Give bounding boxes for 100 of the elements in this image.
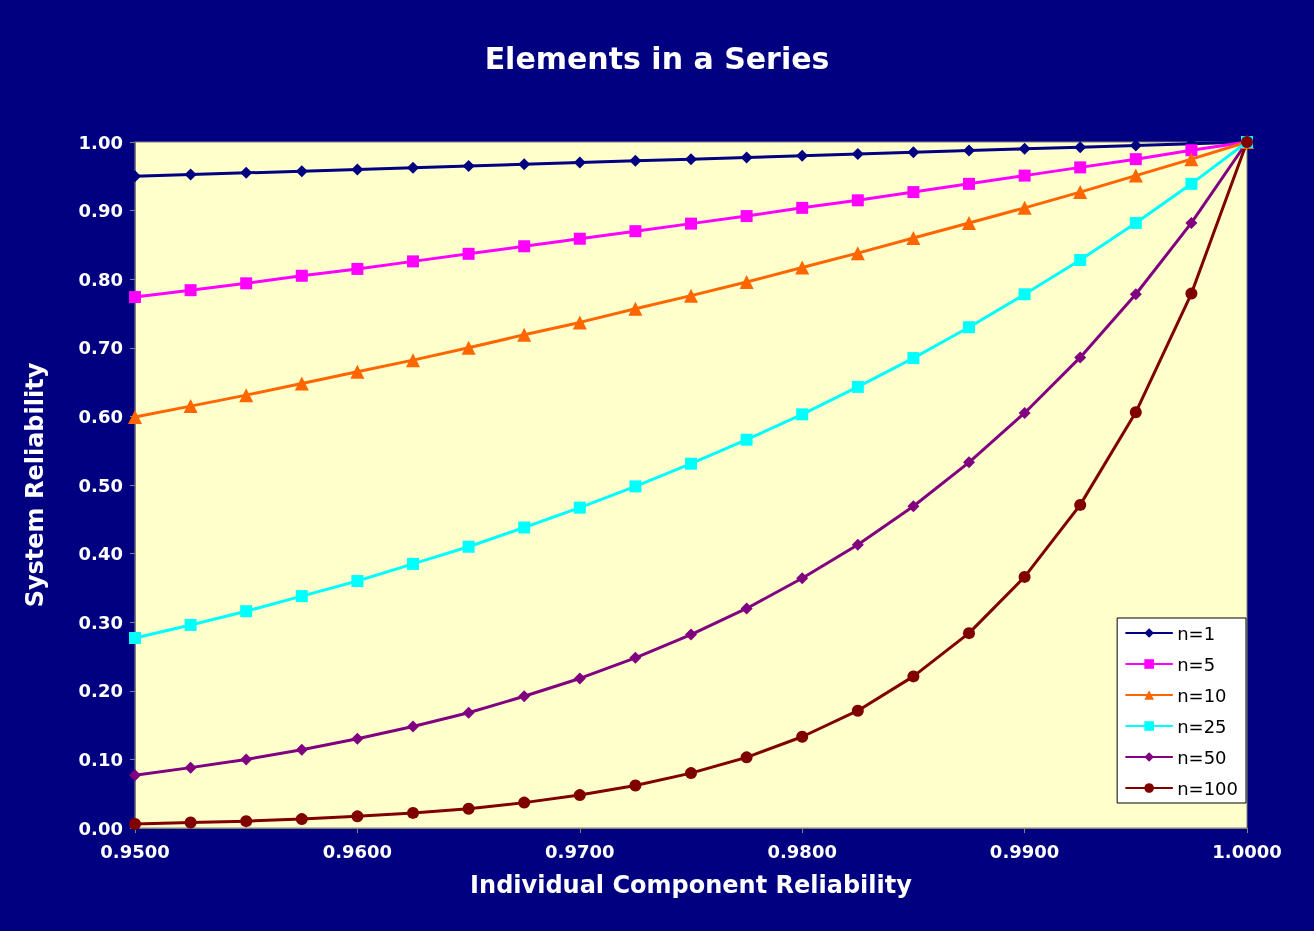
point bbox=[1074, 253, 1087, 266]
point bbox=[462, 802, 475, 815]
legend-label: n=5 bbox=[1177, 653, 1216, 675]
legend-label: n=10 bbox=[1177, 684, 1227, 706]
point bbox=[740, 751, 753, 764]
point bbox=[851, 380, 864, 393]
point bbox=[963, 456, 975, 469]
point bbox=[239, 388, 254, 403]
point bbox=[184, 761, 197, 774]
point bbox=[1074, 351, 1087, 364]
x-tick-label: 1.0000 bbox=[1212, 840, 1282, 862]
point bbox=[1074, 141, 1087, 154]
point bbox=[1128, 168, 1143, 183]
y-tick-label: 0.20 bbox=[78, 680, 123, 702]
y-tick-label: 0.80 bbox=[78, 268, 123, 290]
point bbox=[1074, 161, 1087, 174]
point bbox=[629, 779, 642, 792]
point bbox=[907, 352, 920, 365]
point bbox=[685, 153, 697, 166]
point bbox=[1018, 406, 1031, 419]
point bbox=[518, 690, 531, 703]
point bbox=[183, 399, 198, 414]
point bbox=[407, 161, 419, 174]
point bbox=[517, 327, 532, 342]
point bbox=[1185, 177, 1198, 190]
point bbox=[907, 670, 920, 683]
point bbox=[294, 376, 309, 391]
legend-label: n=100 bbox=[1177, 777, 1239, 799]
point bbox=[407, 806, 419, 819]
point bbox=[963, 144, 975, 157]
point bbox=[184, 168, 197, 181]
point bbox=[518, 240, 531, 253]
point bbox=[796, 730, 809, 743]
point bbox=[796, 201, 809, 214]
point bbox=[739, 274, 754, 289]
x-tick-label: 0.9500 bbox=[100, 840, 170, 862]
point bbox=[461, 340, 476, 355]
point bbox=[462, 160, 475, 173]
point bbox=[351, 163, 364, 176]
y-tick-label: 0.90 bbox=[78, 200, 123, 222]
point bbox=[462, 540, 475, 553]
point bbox=[685, 217, 697, 230]
point bbox=[518, 521, 531, 534]
y-axis-title: System Reliability bbox=[21, 362, 49, 608]
point bbox=[518, 796, 531, 809]
point bbox=[740, 433, 753, 446]
point bbox=[851, 704, 864, 717]
point bbox=[962, 215, 976, 230]
point bbox=[1018, 169, 1031, 182]
chart-title: Elements in a Series bbox=[484, 40, 830, 76]
point bbox=[573, 501, 586, 514]
point bbox=[963, 321, 975, 334]
point bbox=[629, 651, 642, 664]
x-tick-label: 0.9600 bbox=[322, 840, 393, 862]
point bbox=[1018, 570, 1031, 583]
x-tick-label: 0.9700 bbox=[545, 840, 615, 862]
point bbox=[573, 156, 586, 169]
point bbox=[184, 618, 197, 631]
point bbox=[350, 364, 365, 379]
point bbox=[295, 743, 308, 756]
point bbox=[1184, 152, 1199, 167]
point bbox=[629, 480, 642, 493]
point bbox=[184, 816, 197, 829]
legend-label: n=50 bbox=[1177, 746, 1227, 768]
point bbox=[907, 146, 920, 159]
point bbox=[518, 158, 531, 171]
point bbox=[406, 353, 420, 368]
point bbox=[351, 262, 364, 275]
y-tick-label: 0.50 bbox=[78, 474, 123, 496]
point bbox=[573, 789, 586, 802]
point bbox=[1018, 142, 1031, 155]
point bbox=[740, 602, 753, 615]
point bbox=[573, 672, 586, 685]
point bbox=[351, 732, 364, 745]
point bbox=[907, 500, 920, 513]
point bbox=[1129, 406, 1142, 419]
point bbox=[240, 605, 253, 618]
point bbox=[129, 817, 141, 830]
point bbox=[184, 284, 197, 297]
point bbox=[685, 767, 697, 780]
point bbox=[796, 572, 809, 585]
point bbox=[963, 627, 975, 640]
point bbox=[906, 231, 921, 246]
point bbox=[1129, 153, 1142, 166]
y-tick-label: 1.00 bbox=[78, 131, 123, 153]
point bbox=[1018, 288, 1031, 301]
point bbox=[1017, 200, 1032, 215]
point bbox=[407, 255, 419, 268]
point bbox=[796, 408, 809, 421]
y-tick-label: 0.00 bbox=[78, 817, 123, 839]
point bbox=[1185, 216, 1198, 229]
point bbox=[240, 277, 253, 290]
point bbox=[628, 301, 643, 316]
point bbox=[295, 590, 308, 603]
point bbox=[850, 246, 865, 261]
point bbox=[851, 538, 864, 551]
y-tick-label: 0.40 bbox=[78, 543, 123, 565]
point bbox=[351, 810, 364, 823]
point bbox=[573, 232, 586, 245]
point bbox=[295, 813, 308, 826]
